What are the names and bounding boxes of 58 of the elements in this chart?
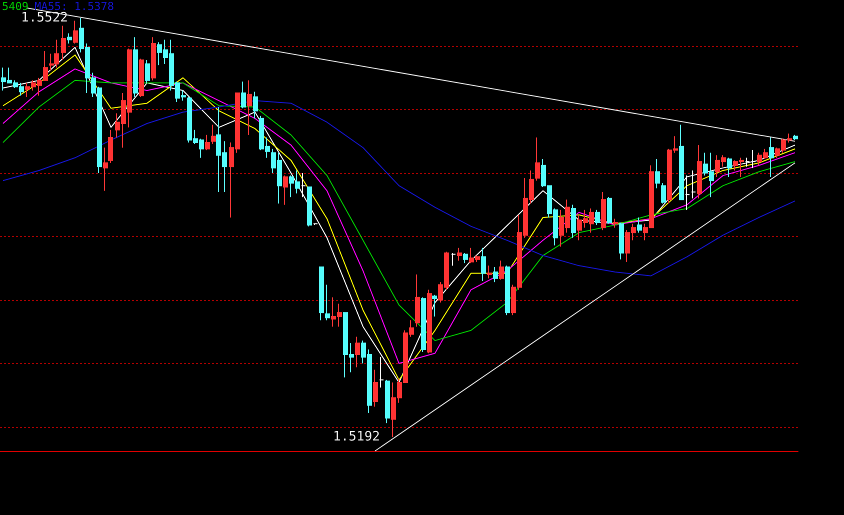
candlestick: [355, 336, 360, 368]
candlestick: [679, 124, 684, 200]
candlestick: [607, 196, 612, 224]
candlestick: [385, 379, 390, 424]
candlestick: [505, 265, 510, 316]
candlestick: [499, 260, 504, 280]
candlestick: [463, 252, 468, 264]
candlestick: [307, 186, 312, 227]
candlestick: [73, 20, 78, 44]
candlestick: [241, 81, 246, 109]
candlestick: [145, 60, 150, 84]
candlestick: [595, 209, 600, 226]
candlestick: [451, 252, 456, 266]
candlestick: [535, 136, 540, 182]
candlestick: [487, 265, 492, 279]
candlestick: [769, 136, 774, 178]
candlestick: [313, 223, 318, 226]
text: 5409: [2, 0, 28, 13]
candlestick: [427, 289, 432, 354]
candlestick: [745, 157, 750, 168]
candlestick: [253, 91, 258, 119]
candlestick: [655, 158, 660, 189]
candlestick: [661, 182, 666, 204]
candlestick: [373, 369, 378, 408]
candlestick: [61, 25, 66, 61]
candlestick: [571, 204, 576, 238]
candlestick: [325, 284, 330, 321]
candlestick: [727, 157, 732, 178]
text: MA55: 1.5378: [34, 0, 114, 13]
candlestick: [691, 170, 696, 199]
candlestick: [211, 124, 216, 144]
candlestick: [481, 247, 486, 282]
candlestick: [283, 175, 288, 206]
candlestick: [457, 247, 462, 262]
annotation: 1.5522: [21, 10, 68, 26]
candlestick: [619, 222, 624, 260]
candlestick: [133, 36, 138, 98]
candlestick: [793, 134, 798, 141]
candlestick: [301, 172, 306, 198]
candlestick: [247, 80, 252, 136]
annotation: 1.5192: [333, 430, 380, 445]
candlestick: [421, 296, 426, 352]
candlestick: [493, 266, 498, 283]
candlestick: [151, 36, 156, 81]
candlestick: [751, 150, 756, 168]
candlestick: [637, 216, 642, 234]
candlestick: [685, 175, 690, 210]
candlestick: [205, 134, 210, 151]
candlestick: [601, 192, 606, 231]
candlestick: [319, 266, 324, 321]
candlestick: [697, 144, 702, 199]
candlestick: [613, 218, 618, 228]
candlestick: [415, 274, 420, 328]
candlestick: [139, 58, 144, 98]
candlestick: [432, 294, 437, 317]
candlestick: [67, 32, 72, 44]
candlestick: [108, 129, 113, 164]
candlestick: [103, 147, 108, 192]
